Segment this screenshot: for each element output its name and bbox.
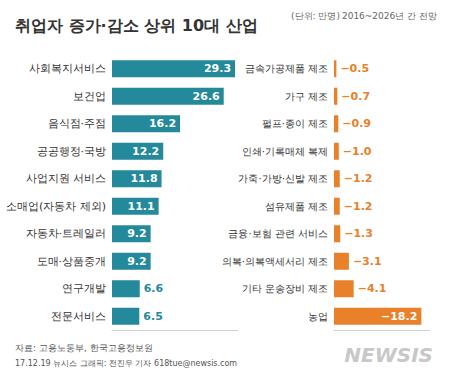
svg-text:−1.0: −1.0 [343,145,372,158]
svg-text:사업지원 서비스: 사업지원 서비스 [26,172,107,185]
svg-text:NEWSIS: NEWSIS [344,343,433,367]
svg-text:−3.1: −3.1 [353,255,382,268]
svg-text:공공행정·국방: 공공행정·국방 [37,145,107,158]
svg-text:의복·의복액세서리 제조: 의복·의복액세서리 제조 [222,256,328,267]
svg-text:금속가공제품 제조: 금속가공제품 제조 [245,63,328,74]
svg-text:보건업: 보건업 [73,90,106,103]
svg-text:전문서비스: 전문서비스 [51,310,106,323]
svg-text:인쇄·기록매체 복제: 인쇄·기록매체 복제 [242,146,328,157]
svg-text:섬유제품 제조: 섬유제품 제조 [265,201,328,212]
svg-text:농업: 농업 [308,311,328,322]
svg-text:가구 제조: 가구 제조 [285,91,328,102]
svg-text:자료: 고용노동부, 한국고용정보원: 자료: 고용노동부, 한국고용정보원 [15,343,153,353]
svg-text:기타 운송장비 제조: 기타 운송장비 제조 [242,283,328,294]
svg-text:−0.5: −0.5 [340,62,369,75]
svg-text:소매업(자동차 제외): 소매업(자동차 제외) [6,200,106,213]
svg-text:자동차·트레일러: 자동차·트레일러 [26,227,107,240]
svg-text:(단위: 만명): (단위: 만명) [291,11,340,21]
svg-text:펄프·종이 제조: 펄프·종이 제조 [262,118,328,129]
svg-text:연구개발: 연구개발 [62,282,106,295]
svg-text:11.1: 11.1 [127,200,154,213]
svg-text:도매·상품중개: 도매·상품중개 [37,255,107,268]
svg-text:−1.2: −1.2 [344,200,373,213]
svg-text:−0.9: −0.9 [342,117,371,130]
svg-text:−4.1: −4.1 [358,282,387,295]
svg-text:가죽·가방·신발 제조: 가죽·가방·신발 제조 [238,173,328,184]
svg-text:−1.3: −1.3 [344,227,373,240]
svg-text:음식점·주점: 음식점·주점 [48,117,107,130]
svg-text:2016~2026년 간 전망: 2016~2026년 간 전망 [342,11,437,21]
svg-text:9.2: 9.2 [127,255,147,268]
svg-text:취업자 증가·감소 상위 10대 산업: 취업자 증가·감소 상위 10대 산업 [15,16,258,35]
svg-text:12.2: 12.2 [132,145,159,158]
svg-text:9.2: 9.2 [127,227,147,240]
svg-text:사회복지서비스: 사회복지서비스 [29,62,106,75]
svg-text:16.2: 16.2 [149,117,176,130]
svg-text:−0.7: −0.7 [341,90,370,103]
svg-text:11.8: 11.8 [130,172,157,185]
svg-text:금융·보험 관련 서비스: 금융·보험 관련 서비스 [228,228,328,239]
svg-text:−1.2: −1.2 [344,172,373,185]
svg-text:29.3: 29.3 [204,62,231,75]
svg-text:17.12.19 뉴시스 그래픽: 전진우 기자 618tu: 17.12.19 뉴시스 그래픽: 전진우 기자 618tue@newsis.c… [15,359,237,368]
svg-text:26.6: 26.6 [193,90,220,103]
svg-text:6.6: 6.6 [144,282,164,295]
svg-text:−18.2: −18.2 [381,310,417,323]
svg-text:6.5: 6.5 [143,310,163,323]
